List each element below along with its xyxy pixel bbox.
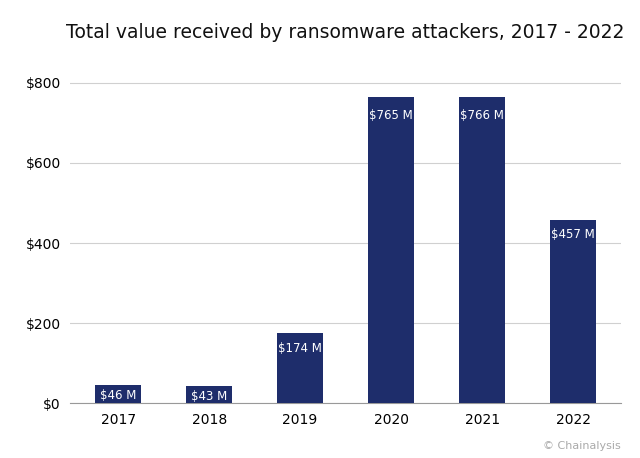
Bar (550, 220, 596, 403)
Bar (186, 386, 232, 403)
Bar (460, 97, 505, 403)
Text: $766 M: $766 M (460, 109, 504, 122)
Bar (95, 385, 141, 403)
Text: $174 M: $174 M (278, 342, 322, 355)
Bar (369, 97, 414, 403)
Text: $457 M: $457 M (551, 228, 595, 240)
Text: $46 M: $46 M (100, 389, 136, 402)
Bar (277, 333, 323, 403)
Text: $765 M: $765 M (369, 109, 413, 122)
Title: Total value received by ransomware attackers, 2017 - 2022: Total value received by ransomware attac… (67, 23, 625, 42)
Text: $43 M: $43 M (191, 390, 227, 403)
Text: © Chainalysis: © Chainalysis (543, 441, 621, 451)
